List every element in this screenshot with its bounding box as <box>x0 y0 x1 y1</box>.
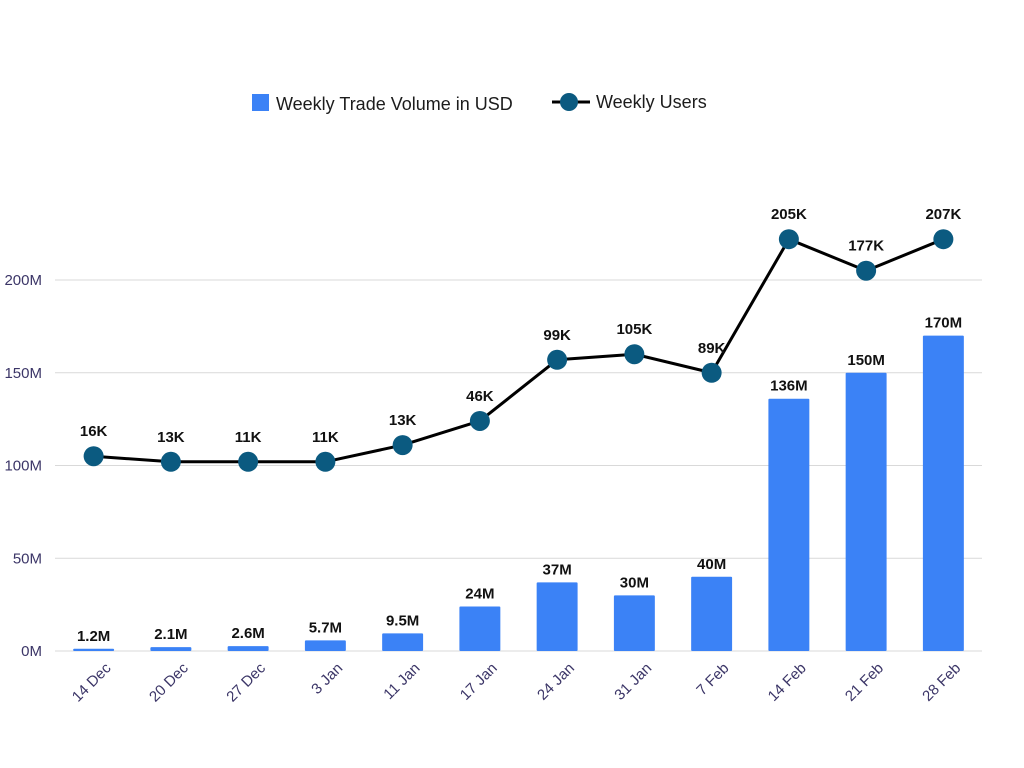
bar <box>73 648 115 651</box>
users-point <box>83 446 104 467</box>
x-tick-label: 20 Dec <box>146 659 192 705</box>
y-tick-label: 0M <box>21 643 42 660</box>
bar-value-label: 150M <box>847 352 885 369</box>
users-point <box>778 229 799 250</box>
users-value-label: 205K <box>771 206 807 223</box>
users-point <box>315 451 336 472</box>
line-series <box>83 229 954 472</box>
users-value-label: 16K <box>80 423 108 440</box>
users-value-label: 177K <box>848 238 884 255</box>
y-tick-label: 100M <box>4 458 42 475</box>
bar-value-label: 2.1M <box>154 626 187 643</box>
legend-swatch-bar <box>252 94 269 111</box>
x-tick-label: 7 Feb <box>693 660 732 699</box>
legend-marker-swatch <box>560 93 578 111</box>
legend-label-trade-volume: Weekly Trade Volume in USD <box>276 94 513 114</box>
bar-series <box>73 335 964 651</box>
x-tick-label: 31 Jan <box>611 660 655 704</box>
x-tick-label: 3 Jan <box>308 660 346 698</box>
users-point <box>701 362 722 383</box>
users-point <box>547 349 568 370</box>
legend: Weekly Trade Volume in USD Weekly Users <box>252 92 707 114</box>
bar <box>845 372 887 651</box>
bar <box>459 606 501 651</box>
x-tick-label: 11 Jan <box>380 660 423 703</box>
users-value-label: 13K <box>389 412 417 429</box>
bar-value-label: 136M <box>770 378 808 395</box>
users-value-label: 99K <box>543 327 571 344</box>
x-tick-label: 21 Feb <box>842 660 887 705</box>
users-value-label: 11K <box>312 429 339 446</box>
bar <box>150 647 192 651</box>
users-point <box>392 435 413 456</box>
users-point <box>933 229 954 250</box>
bar-value-label: 37M <box>543 561 572 578</box>
x-tick-label: 17 Jan <box>457 660 501 704</box>
bar-value-label: 5.7M <box>309 619 342 636</box>
x-axis-ticks: 14 Dec 20 Dec 27 Dec 3 Jan 11 Jan 17 Jan 24 Ja… <box>69 659 964 705</box>
bar <box>922 335 964 651</box>
bar-value-label: 2.6M <box>231 625 264 642</box>
bar-value-label: 1.2M <box>77 628 110 645</box>
users-point <box>624 344 645 365</box>
bar-value-label: 30M <box>620 574 649 591</box>
bar <box>304 640 346 651</box>
bar <box>382 633 424 651</box>
bar-value-label: 24M <box>465 585 494 602</box>
users-point <box>160 451 181 472</box>
line-data-labels: 16K 13K 11K 11K 13K 46K 99K 105K 89K 205K 177K 207K <box>80 206 962 446</box>
x-tick-label: 14 Dec <box>69 659 115 705</box>
y-tick-label: 50M <box>13 550 42 567</box>
users-value-label: 46K <box>466 388 494 405</box>
users-point <box>856 260 877 281</box>
bar-data-labels: 1.2M 2.1M 2.6M 5.7M 9.5M 24M 37M 30M 40M 136M 150M… <box>77 315 962 645</box>
users-value-label: 13K <box>157 429 185 446</box>
x-tick-label: 14 Feb <box>765 660 810 705</box>
bar <box>613 595 655 651</box>
users-value-label: 11K <box>235 429 262 446</box>
users-point <box>238 451 259 472</box>
x-tick-label: 27 Dec <box>223 659 269 705</box>
users-value-label: 207K <box>925 206 961 223</box>
bar-value-label: 40M <box>697 556 726 573</box>
bar <box>227 646 269 651</box>
bar <box>536 582 578 651</box>
bar <box>768 398 810 651</box>
users-value-label: 89K <box>698 340 726 357</box>
bar-value-label: 9.5M <box>386 612 419 629</box>
x-tick-label: 24 Jan <box>534 660 578 704</box>
x-tick-label: 28 Feb <box>919 660 964 705</box>
bar-value-label: 170M <box>925 315 963 332</box>
y-tick-label: 200M <box>4 272 42 289</box>
y-axis-ticks: 0M 50M 100M 150M 200M <box>4 272 42 660</box>
users-value-label: 105K <box>616 321 652 338</box>
grid-lines <box>55 279 982 652</box>
users-line <box>93 237 944 464</box>
bar <box>691 576 733 651</box>
legend-label-weekly-users: Weekly Users <box>596 92 707 112</box>
users-point <box>469 410 490 431</box>
y-tick-label: 150M <box>4 365 42 382</box>
